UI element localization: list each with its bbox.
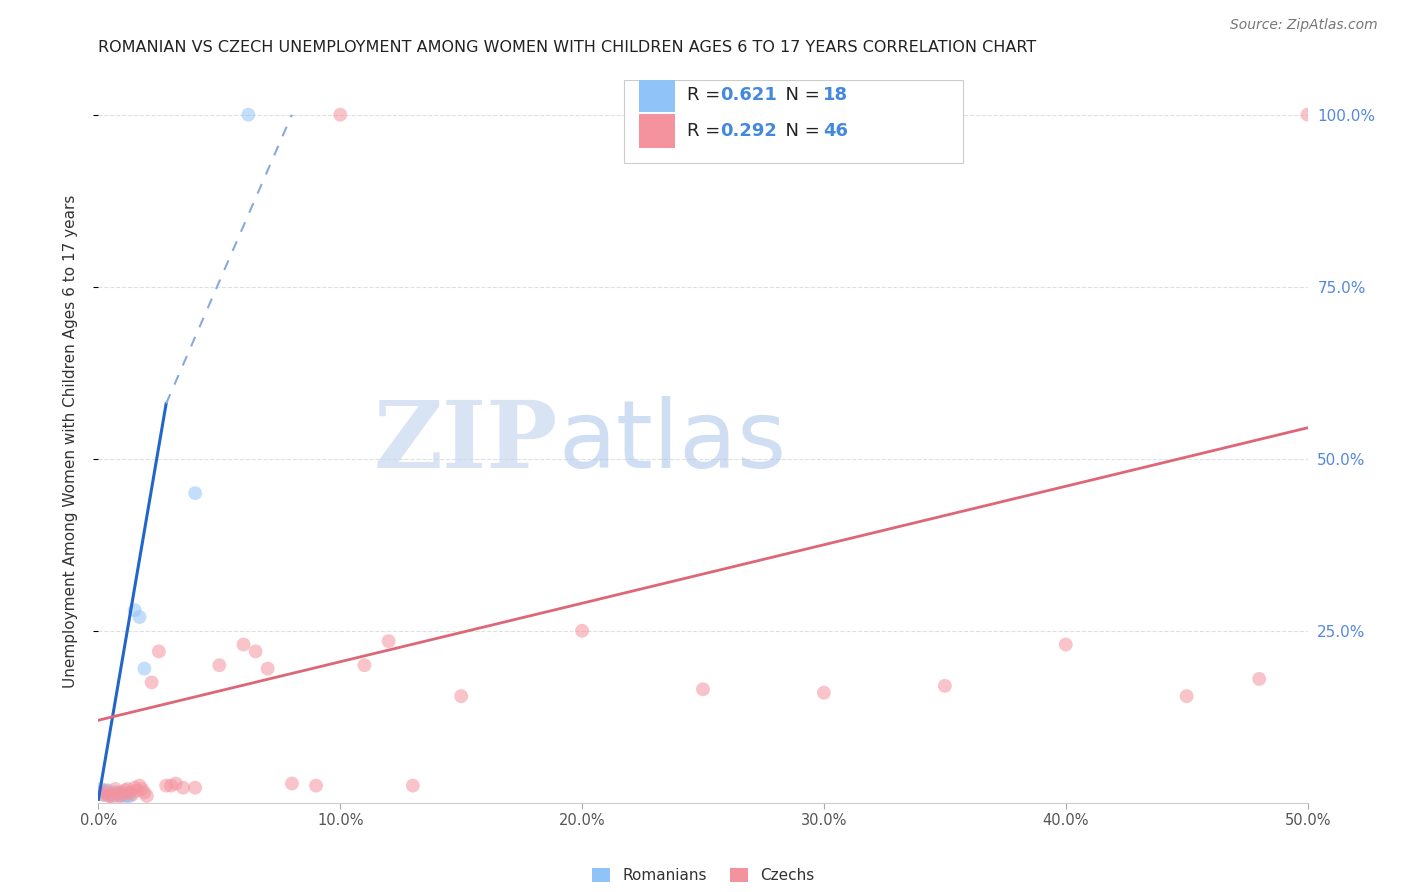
Legend: Romanians, Czechs: Romanians, Czechs <box>585 862 821 889</box>
Point <box>165 776 187 790</box>
Point <box>90 785 112 799</box>
Point <box>135 789 157 803</box>
Point <box>117 789 139 803</box>
Text: ROMANIAN VS CZECH UNEMPLOYMENT AMONG WOMEN WITH CHILDREN AGES 6 TO 17 YEARS CORR: ROMANIAN VS CZECH UNEMPLOYMENT AMONG WOM… <box>98 40 1036 55</box>
Point <box>134 662 156 676</box>
Point <box>208 658 231 673</box>
Y-axis label: Unemployment Among Women with Children Ages 6 to 17 years: Unemployment Among Women with Children A… <box>63 194 77 689</box>
Point <box>114 783 136 797</box>
Point <box>692 682 714 697</box>
Point <box>117 782 139 797</box>
Point <box>377 634 399 648</box>
Point <box>118 785 141 799</box>
Point <box>91 788 114 802</box>
Point <box>108 789 131 803</box>
Point <box>571 624 593 638</box>
Point <box>121 788 143 802</box>
Point <box>141 675 163 690</box>
Point <box>184 486 207 500</box>
Point <box>256 662 278 676</box>
FancyBboxPatch shape <box>638 78 675 112</box>
Point <box>111 788 134 802</box>
Point <box>238 108 260 122</box>
FancyBboxPatch shape <box>638 114 675 148</box>
Text: N =: N = <box>775 86 825 103</box>
Point <box>114 789 136 803</box>
Text: N =: N = <box>775 122 825 140</box>
Point <box>111 785 134 799</box>
Text: R =: R = <box>688 122 727 140</box>
Text: 18: 18 <box>823 86 848 103</box>
Point <box>934 679 956 693</box>
Point <box>329 108 352 122</box>
Point <box>107 788 129 802</box>
Point <box>1296 108 1319 122</box>
Point <box>107 785 129 799</box>
Point <box>813 686 835 700</box>
Point <box>1249 672 1271 686</box>
Text: R =: R = <box>688 86 727 103</box>
Text: 0.292: 0.292 <box>720 122 776 140</box>
Point <box>131 782 153 797</box>
Point <box>148 644 170 658</box>
Point <box>104 782 127 797</box>
Point <box>134 785 156 799</box>
Point <box>101 790 124 805</box>
Point <box>184 780 207 795</box>
FancyBboxPatch shape <box>624 80 963 163</box>
Point <box>127 783 149 797</box>
Point <box>402 779 425 793</box>
Point <box>124 603 146 617</box>
Text: 46: 46 <box>823 122 848 140</box>
Text: Source: ZipAtlas.com: Source: ZipAtlas.com <box>1230 18 1378 32</box>
Point <box>97 789 120 803</box>
Point <box>128 610 150 624</box>
Point <box>91 788 114 802</box>
Point <box>128 779 150 793</box>
Point <box>94 785 117 799</box>
Point <box>100 789 122 803</box>
Point <box>118 789 141 803</box>
Point <box>353 658 375 673</box>
Point <box>104 785 127 799</box>
Point <box>97 783 120 797</box>
Point <box>108 789 131 803</box>
Point <box>160 779 183 793</box>
Point <box>245 644 267 658</box>
Point <box>450 689 472 703</box>
Text: atlas: atlas <box>558 395 786 488</box>
Point <box>155 779 177 793</box>
Point <box>281 776 304 790</box>
Point <box>90 782 112 797</box>
Text: 0.621: 0.621 <box>720 86 776 103</box>
Point <box>232 638 254 652</box>
Point <box>94 783 117 797</box>
Text: ZIP: ZIP <box>374 397 558 486</box>
Point <box>305 779 328 793</box>
Point <box>172 780 194 795</box>
Point <box>1175 689 1198 703</box>
Point <box>124 780 146 795</box>
Point <box>100 788 122 802</box>
Point <box>1054 638 1077 652</box>
Point <box>101 788 124 802</box>
